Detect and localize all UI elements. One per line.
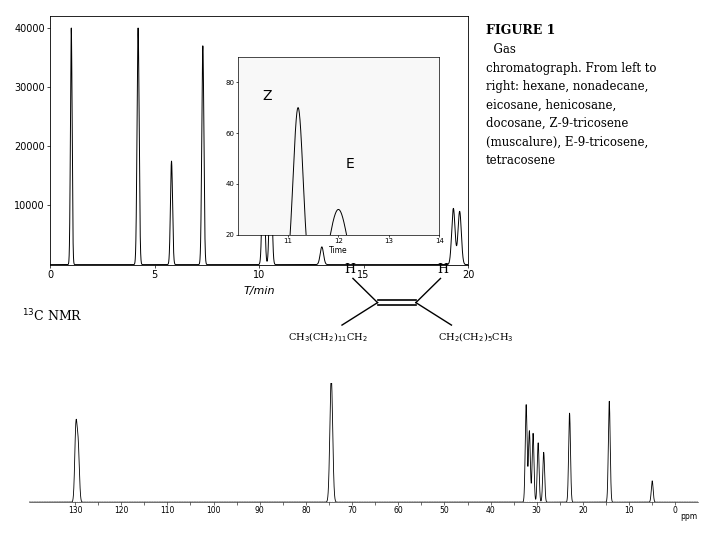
X-axis label: T/min: T/min xyxy=(243,286,275,296)
Text: $^{13}$C NMR: $^{13}$C NMR xyxy=(22,308,82,325)
Text: CH$_3$(CH$_2$)$_{11}$CH$_2$: CH$_3$(CH$_2$)$_{11}$CH$_2$ xyxy=(289,330,368,344)
Text: E: E xyxy=(346,157,355,171)
Text: CH$_2$(CH$_2$)$_5$CH$_3$: CH$_2$(CH$_2$)$_5$CH$_3$ xyxy=(438,330,514,344)
Text: Gas
chromatograph. From left to
right: hexane, nonadecane,
eicosane, henicosane,: Gas chromatograph. From left to right: h… xyxy=(486,43,657,167)
Text: H: H xyxy=(345,263,356,276)
Text: FIGURE 1: FIGURE 1 xyxy=(486,24,555,37)
Text: Z: Z xyxy=(263,89,272,103)
Text: ppm: ppm xyxy=(680,512,698,521)
Text: H: H xyxy=(438,263,449,276)
X-axis label: Time: Time xyxy=(329,246,348,255)
